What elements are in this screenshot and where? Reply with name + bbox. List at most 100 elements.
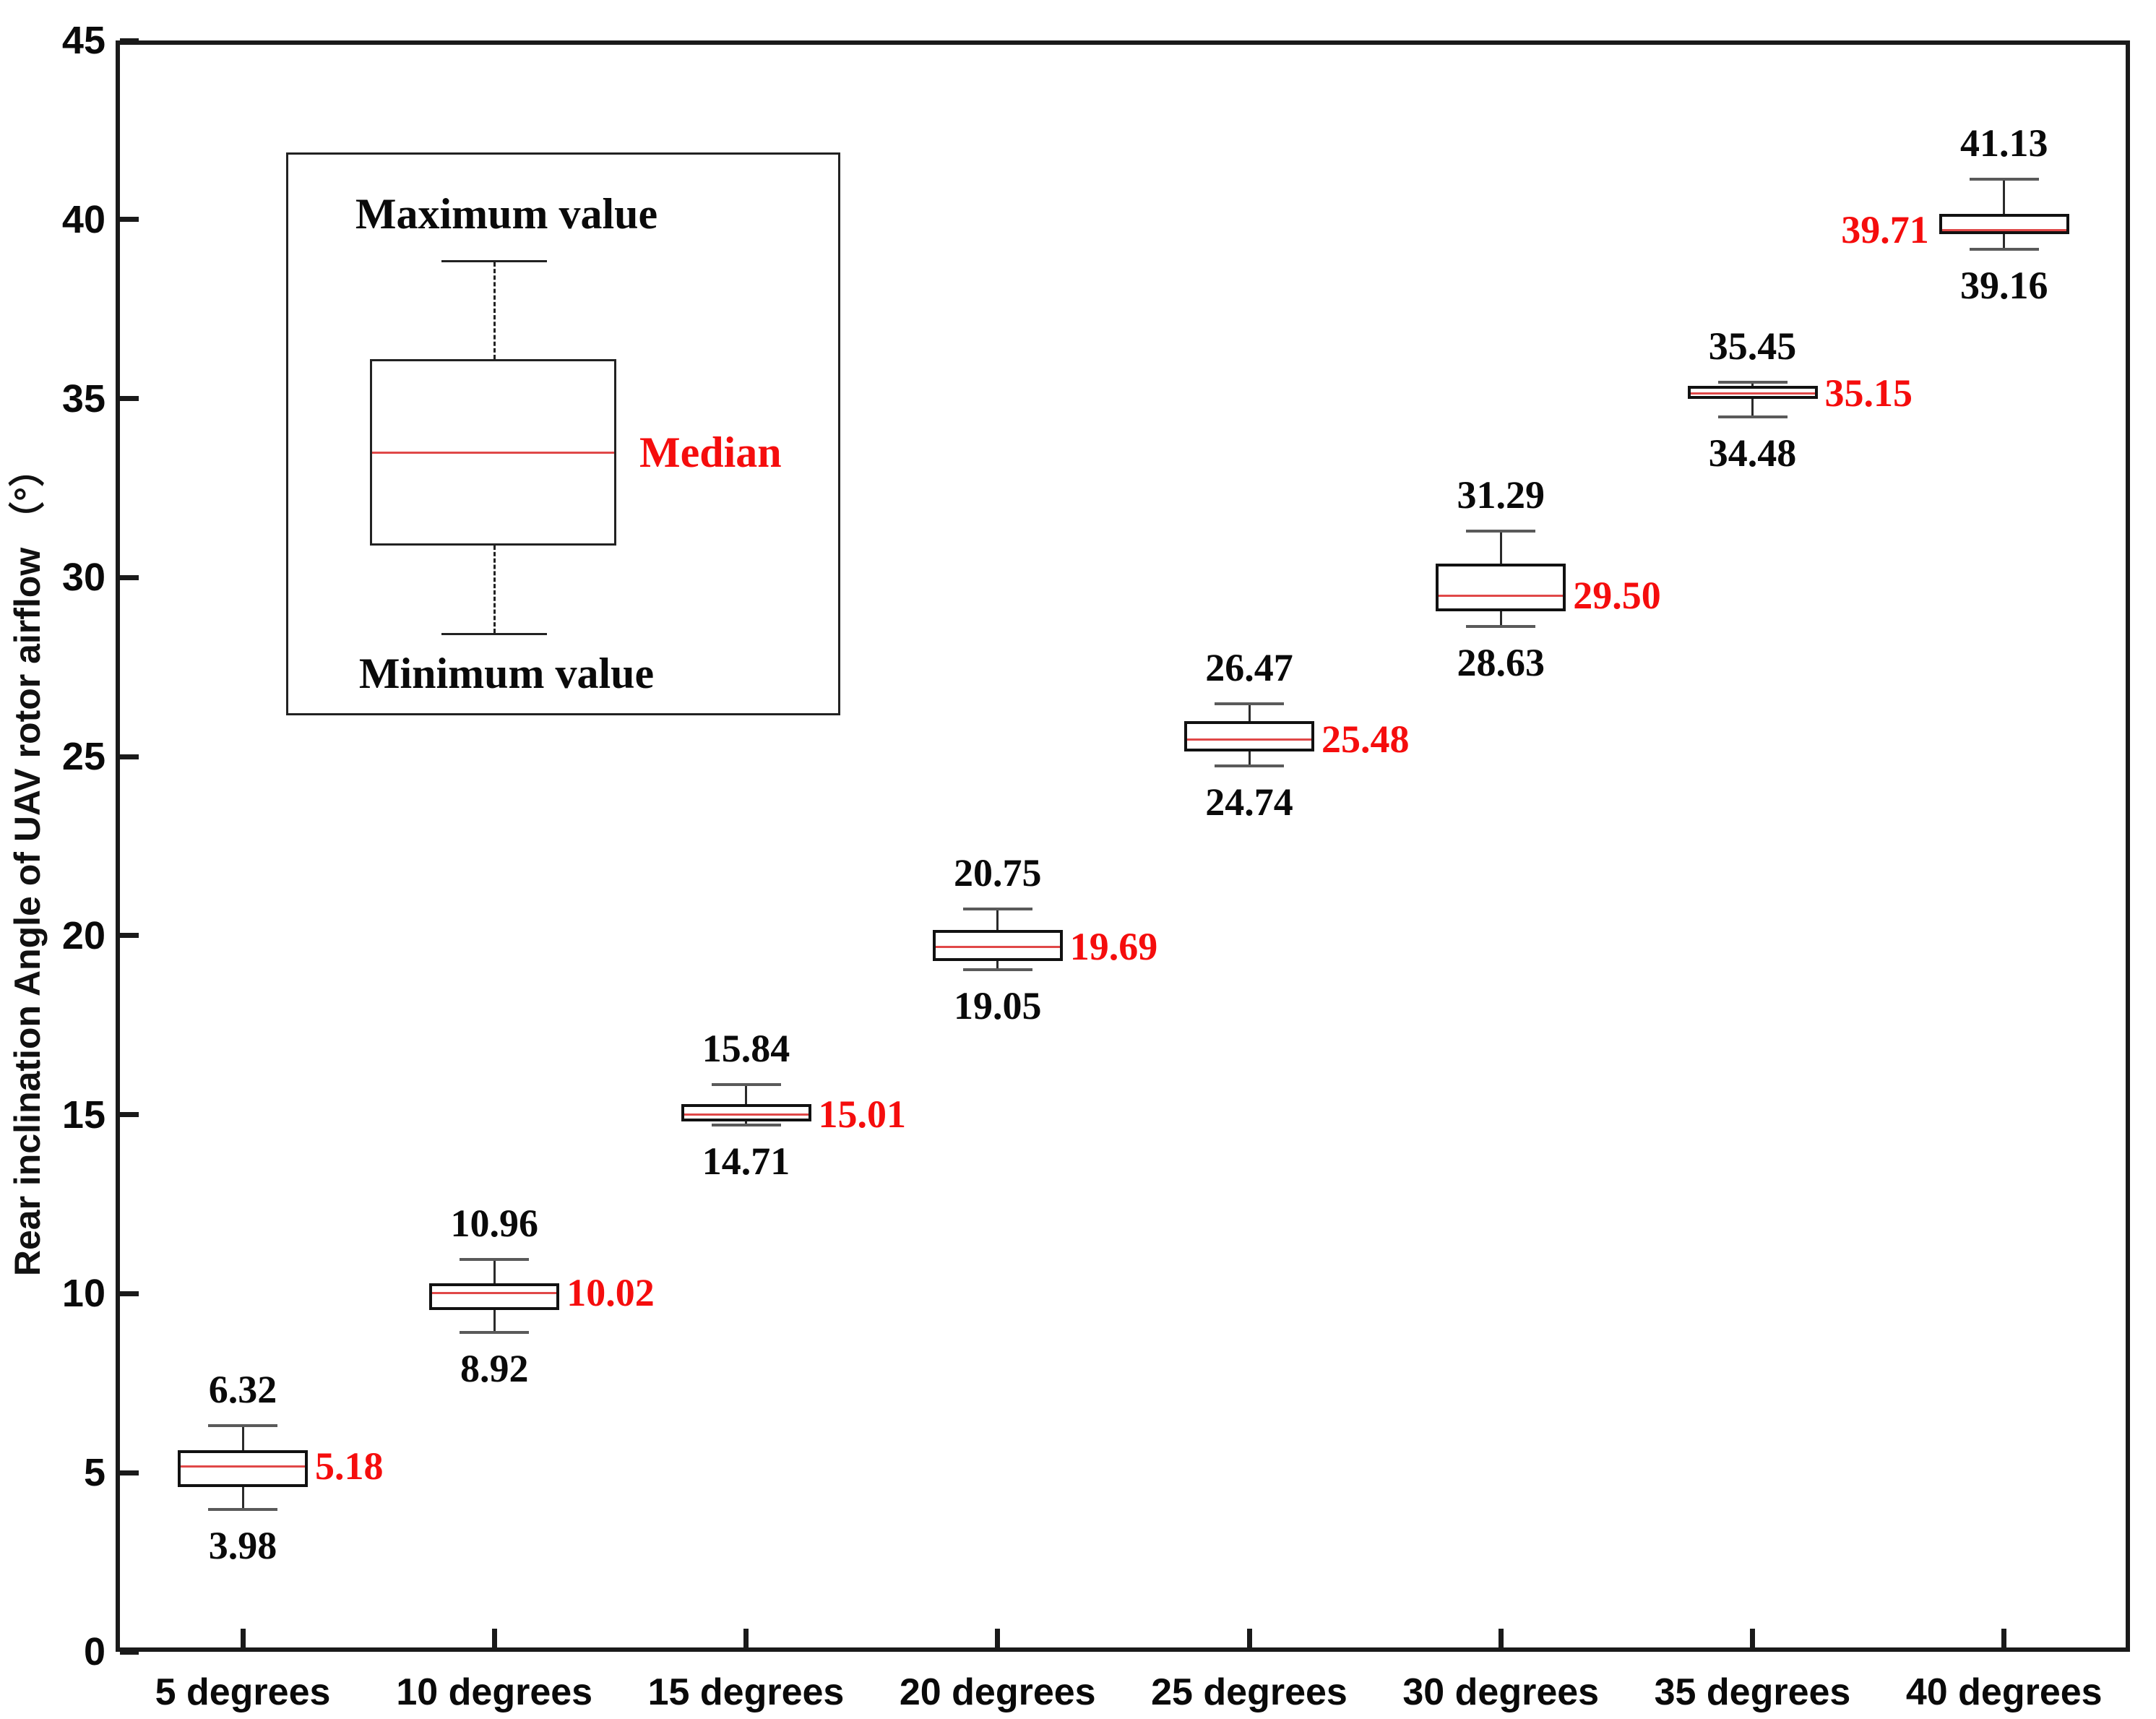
- min-cap-25-degrees: [1215, 764, 1284, 767]
- max-cap-20-degrees: [962, 907, 1032, 910]
- x-axis-tick: [1246, 1629, 1252, 1647]
- max-value-label-15-degrees: 15.84: [702, 1027, 790, 1071]
- y-axis-tick-label: 40: [61, 197, 105, 241]
- y-axis-tick: [120, 574, 139, 580]
- max-cap-5-degrees: [208, 1423, 277, 1427]
- max-cap-25-degrees: [1215, 702, 1284, 706]
- legend-sample-min-cap: [441, 633, 547, 635]
- max-cap-35-degrees: [1717, 381, 1788, 384]
- legend-sample-upper-whisker: [493, 262, 496, 359]
- y-axis-tick: [120, 933, 139, 939]
- x-axis-tick-label: 5 degrees: [155, 1671, 331, 1713]
- min-value-label-40-degrees: 39.16: [1960, 264, 2048, 308]
- x-axis-tick: [491, 1629, 497, 1647]
- lower-whisker-25-degrees: [1248, 751, 1251, 766]
- box-5-degrees: [178, 1450, 308, 1488]
- upper-whisker-35-degrees: [1751, 382, 1754, 387]
- y-axis-tick: [120, 754, 139, 759]
- legend-minimum-label: Minimum value: [358, 650, 655, 697]
- x-axis-tick: [240, 1629, 246, 1647]
- lower-whisker-10-degrees: [493, 1309, 496, 1332]
- lower-whisker-40-degrees: [2003, 233, 2006, 250]
- y-axis-tick-label: 10: [61, 1272, 105, 1316]
- y-axis-tick: [120, 1291, 139, 1296]
- box-20-degrees: [932, 930, 1063, 961]
- max-cap-15-degrees: [711, 1083, 781, 1087]
- x-axis-tick-label: 30 degrees: [1402, 1671, 1600, 1713]
- legend-maximum-label: Maximum value: [355, 190, 658, 238]
- y-axis-tick-label: 0: [83, 1630, 105, 1673]
- median-line-25-degrees: [1187, 738, 1311, 741]
- x-axis-tick: [1750, 1629, 1755, 1647]
- median-value-label-20-degrees: 19.69: [1069, 925, 1158, 969]
- box-25-degrees: [1184, 720, 1314, 751]
- max-cap-10-degrees: [460, 1257, 530, 1261]
- min-cap-5-degrees: [208, 1507, 277, 1511]
- y-axis-tick: [120, 1112, 139, 1118]
- median-value-label-30-degrees: 29.50: [1573, 574, 1661, 618]
- median-line-5-degrees: [181, 1465, 305, 1468]
- median-line-40-degrees: [1941, 228, 2066, 231]
- upper-whisker-40-degrees: [2003, 178, 2006, 215]
- legend-inset: Maximum value Median Minimum value: [286, 152, 840, 715]
- x-axis-tick-label: 40 degrees: [1905, 1671, 2103, 1713]
- y-axis-tick: [120, 217, 139, 223]
- median-value-label-40-degrees: 39.71: [1841, 208, 1929, 252]
- min-value-label-20-degrees: 19.05: [954, 983, 1042, 1027]
- y-axis-tick: [120, 396, 139, 402]
- median-value-label-35-degrees: 35.15: [1824, 371, 1913, 415]
- max-value-label-25-degrees: 26.47: [1205, 646, 1293, 690]
- min-value-label-35-degrees: 34.48: [1708, 431, 1797, 475]
- y-axis-tick: [120, 38, 139, 43]
- median-value-label-10-degrees: 10.02: [566, 1271, 655, 1315]
- max-value-label-10-degrees: 10.96: [450, 1201, 539, 1245]
- median-line-15-degrees: [684, 1113, 808, 1116]
- min-value-label-15-degrees: 14.71: [702, 1139, 790, 1184]
- y-axis-tick-label: 35: [61, 376, 105, 421]
- median-value-label-15-degrees: 15.01: [818, 1093, 907, 1137]
- median-line-20-degrees: [935, 945, 1060, 948]
- x-axis-tick: [743, 1629, 749, 1647]
- min-cap-10-degrees: [460, 1330, 530, 1334]
- min-value-label-25-degrees: 24.74: [1205, 780, 1293, 824]
- x-axis-tick-label: 20 degrees: [899, 1671, 1096, 1713]
- median-value-label-25-degrees: 25.48: [1321, 718, 1410, 762]
- min-cap-35-degrees: [1717, 415, 1788, 419]
- y-axis-tick: [120, 1649, 139, 1655]
- box-30-degrees: [1436, 563, 1566, 612]
- x-axis-tick: [995, 1629, 1001, 1647]
- x-axis-tick: [1498, 1629, 1504, 1647]
- median-line-35-degrees: [1690, 392, 1815, 395]
- min-cap-40-degrees: [1969, 248, 2039, 251]
- y-axis-tick-label: 45: [61, 19, 105, 62]
- min-value-label-30-degrees: 28.63: [1457, 641, 1545, 685]
- y-axis-tick-label: 5: [83, 1451, 105, 1495]
- x-axis-tick-label: 10 degrees: [396, 1671, 593, 1713]
- y-axis-tick-label: 30: [61, 556, 105, 600]
- min-cap-15-degrees: [711, 1124, 781, 1127]
- upper-whisker-20-degrees: [996, 908, 999, 931]
- y-axis-tick-label: 15: [61, 1093, 105, 1137]
- y-axis-tick: [120, 1470, 139, 1475]
- box-15-degrees: [681, 1103, 811, 1121]
- max-cap-40-degrees: [1969, 177, 2039, 181]
- min-value-label-5-degrees: 3.98: [208, 1523, 277, 1567]
- legend-sample-max-cap: [441, 260, 547, 262]
- y-axis-title: Rear inclination Angle of UAV rotor airf…: [7, 450, 48, 1277]
- max-value-label-35-degrees: 35.45: [1708, 324, 1797, 369]
- upper-whisker-25-degrees: [1248, 704, 1251, 721]
- lower-whisker-15-degrees: [745, 1121, 747, 1126]
- y-axis-tick-label: 20: [61, 913, 105, 957]
- lower-whisker-20-degrees: [996, 960, 999, 970]
- lower-whisker-35-degrees: [1751, 398, 1754, 418]
- x-axis-tick: [2001, 1629, 2007, 1647]
- min-cap-20-degrees: [962, 968, 1032, 971]
- max-value-label-20-degrees: 20.75: [954, 850, 1042, 895]
- upper-whisker-30-degrees: [1499, 531, 1502, 564]
- box-10-degrees: [429, 1283, 560, 1310]
- y-axis-tick-label: 25: [61, 735, 105, 779]
- median-value-label-5-degrees: 5.18: [315, 1444, 384, 1488]
- x-axis-tick-label: 25 degrees: [1151, 1671, 1348, 1713]
- min-value-label-10-degrees: 8.92: [460, 1346, 529, 1390]
